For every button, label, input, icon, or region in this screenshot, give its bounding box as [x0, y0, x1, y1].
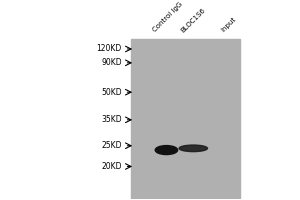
Text: 90KD: 90KD	[101, 58, 122, 67]
Text: 120KD: 120KD	[96, 44, 122, 53]
Text: 25KD: 25KD	[101, 141, 122, 150]
Text: 50KD: 50KD	[101, 88, 122, 97]
Text: 20KD: 20KD	[101, 162, 122, 171]
Text: Control IgG: Control IgG	[152, 1, 184, 33]
Bar	[130, 39, 240, 199]
Ellipse shape	[179, 145, 208, 152]
Text: Input: Input	[220, 16, 237, 33]
Text: BLOC1S6: BLOC1S6	[180, 7, 207, 33]
Ellipse shape	[155, 146, 178, 155]
Text: 35KD: 35KD	[101, 115, 122, 124]
